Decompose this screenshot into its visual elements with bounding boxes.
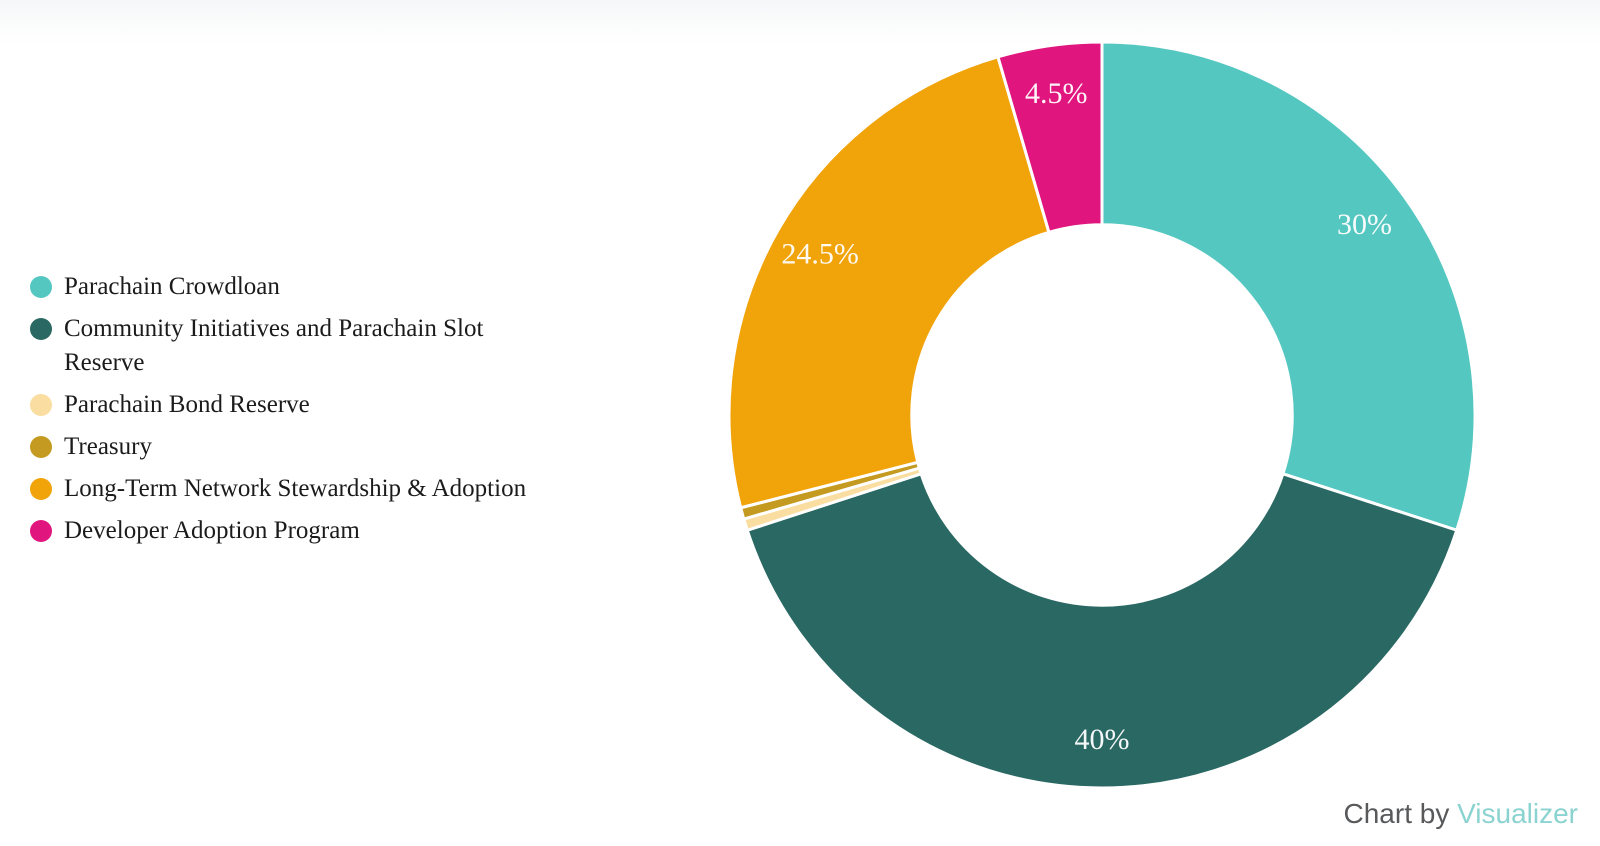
legend-item-label: Treasury [64,433,152,460]
attribution-text: Chart by [1343,798,1458,829]
legend-item-label: Parachain Bond Reserve [64,391,310,418]
legend-item-label: Parachain Crowdloan [64,273,280,300]
slice-labels-group: 30% 40% 24.5% 4.5% [781,77,1392,756]
legend-item-community-initiatives: Community Initiatives and Parachain Slot… [30,312,550,380]
legend-item-treasury: Treasury [30,430,550,464]
legend-item-label: Developer Adoption Program [64,517,360,544]
pie-slices-group [727,40,1477,790]
legend-color-dot [30,478,52,500]
pie-slice[interactable] [1100,40,1477,533]
slice-label: 4.5% [1025,77,1088,110]
legend-item-parachain-crowdloan: Parachain Crowdloan [30,270,550,304]
legend-color-dot [30,318,52,340]
pie-slice[interactable] [996,40,1104,235]
legend-item-long-term-stewardship: Long-Term Network Stewardship & Adoption [30,472,550,506]
pie-slice[interactable] [745,471,1459,790]
legend-item-label: Community Initiatives and Parachain Slot… [64,315,484,376]
legend-item-label: Long-Term Network Stewardship & Adoption [64,475,527,502]
legend-color-dot [30,520,52,542]
pie-slice[interactable] [727,54,1051,510]
legend-color-dot [30,276,52,298]
slice-label: 30% [1337,208,1392,241]
chart-legend: Parachain Crowdloan Community Initiative… [30,270,550,556]
visualizer-link[interactable]: Visualizer [1457,798,1578,829]
slice-label: 40% [1075,723,1130,756]
legend-item-parachain-bond-reserve: Parachain Bond Reserve [30,388,550,422]
slice-label: 24.5% [781,238,859,271]
legend-item-developer-adoption: Developer Adoption Program [30,514,550,548]
legend-color-dot [30,436,52,458]
chart-attribution: Chart by Visualizer [1344,798,1578,830]
legend-color-dot [30,394,52,416]
